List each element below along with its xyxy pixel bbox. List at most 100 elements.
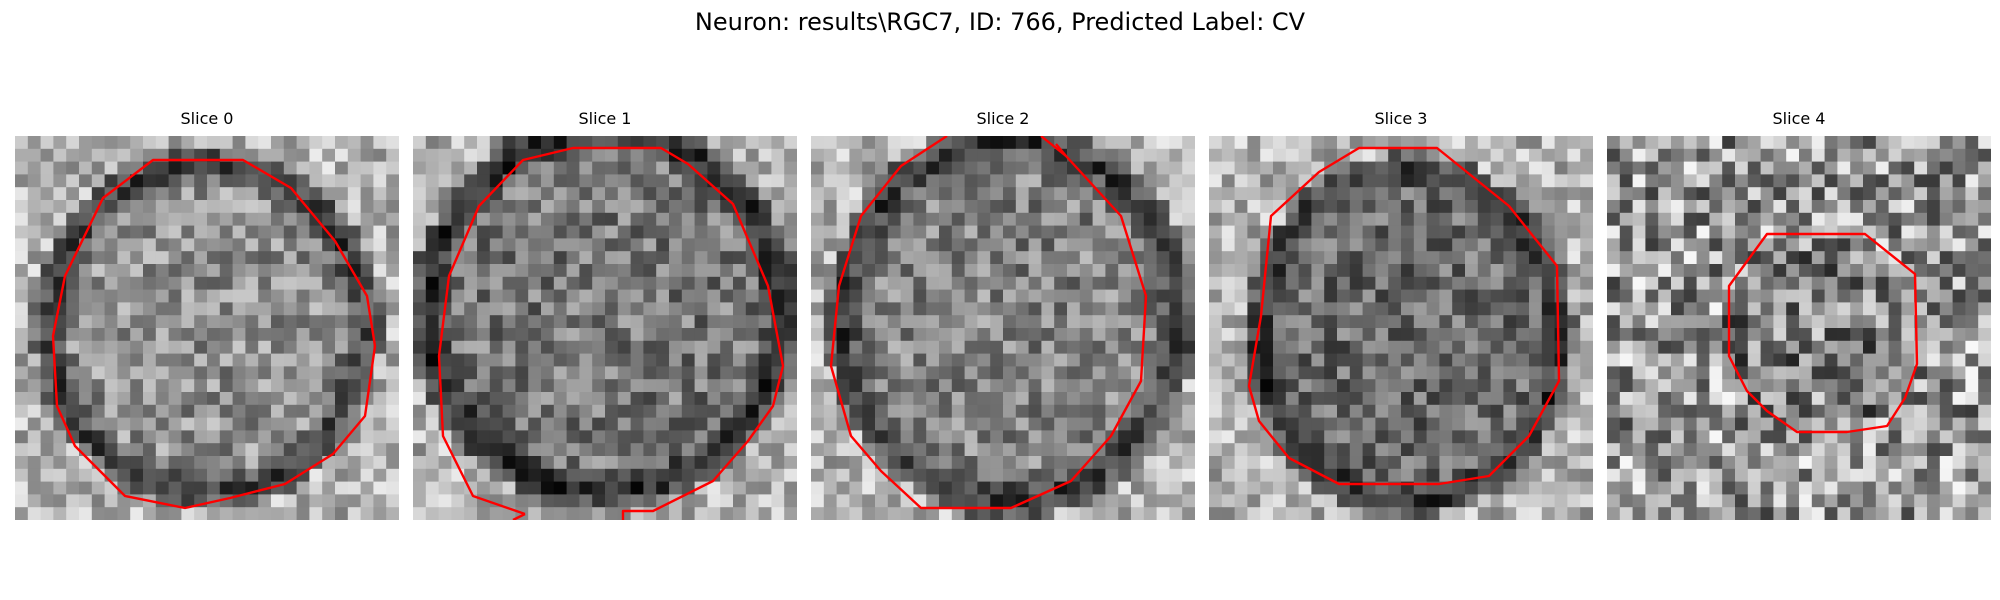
pixel xyxy=(309,136,323,150)
pixel xyxy=(681,468,695,482)
pixel xyxy=(1875,392,1889,406)
pixel xyxy=(1632,251,1646,265)
pixel xyxy=(758,456,772,470)
pixel xyxy=(1324,379,1338,393)
pixel xyxy=(1169,315,1183,329)
pixel xyxy=(1850,276,1864,290)
pixel xyxy=(707,276,721,290)
pixel xyxy=(1041,200,1055,214)
pixel xyxy=(1003,366,1017,380)
pixel xyxy=(258,430,272,444)
pixel xyxy=(1735,136,1749,150)
pixel xyxy=(1221,443,1235,457)
pixel xyxy=(1799,481,1813,495)
pixel xyxy=(1092,392,1106,406)
pixel xyxy=(1952,225,1966,239)
pixel xyxy=(1554,366,1568,380)
pixel xyxy=(283,430,297,444)
pixel xyxy=(194,161,208,175)
pixel xyxy=(643,187,657,201)
pixel xyxy=(1156,187,1170,201)
pixel xyxy=(66,353,80,367)
pixel xyxy=(1260,136,1274,150)
pixel xyxy=(771,289,785,303)
pixel xyxy=(1401,379,1415,393)
pixel xyxy=(66,315,80,329)
pixel xyxy=(1092,251,1106,265)
pixel xyxy=(1978,251,1991,265)
pixel xyxy=(1426,417,1440,431)
pixel xyxy=(1003,238,1017,252)
pixel xyxy=(977,481,991,495)
pixel xyxy=(1452,174,1466,188)
pixel xyxy=(566,212,580,226)
pixel xyxy=(232,456,246,470)
pixel xyxy=(1079,328,1093,342)
pixel xyxy=(553,366,567,380)
pixel xyxy=(283,456,297,470)
pixel xyxy=(322,174,336,188)
pixel xyxy=(1477,136,1491,150)
pixel xyxy=(66,328,80,342)
pixel xyxy=(1413,136,1427,150)
pixel xyxy=(168,340,182,354)
pixel xyxy=(1426,366,1440,380)
pixel xyxy=(1311,200,1325,214)
pixel xyxy=(1477,264,1491,278)
pixel xyxy=(541,404,555,418)
pixel xyxy=(1683,315,1697,329)
pixel xyxy=(1298,468,1312,482)
pixel xyxy=(720,468,734,482)
pixel xyxy=(707,289,721,303)
pixel xyxy=(553,468,567,482)
pixel xyxy=(1978,468,1991,482)
pixel xyxy=(669,136,683,150)
pixel xyxy=(15,225,29,239)
pixel xyxy=(1632,136,1646,150)
pixel xyxy=(1516,161,1530,175)
pixel xyxy=(887,315,901,329)
pixel xyxy=(1863,328,1877,342)
pixel xyxy=(566,174,580,188)
pixel xyxy=(245,302,259,316)
pixel xyxy=(502,225,516,239)
pixel xyxy=(1028,251,1042,265)
pixel xyxy=(296,392,310,406)
pixel xyxy=(913,264,927,278)
pixel xyxy=(1105,174,1119,188)
pixel xyxy=(1105,264,1119,278)
pixel xyxy=(1619,264,1633,278)
pixel xyxy=(1632,392,1646,406)
pixel xyxy=(939,507,953,520)
pixel xyxy=(1824,264,1838,278)
pixel xyxy=(875,200,889,214)
pixel xyxy=(1709,328,1723,342)
pixel xyxy=(207,366,221,380)
pixel xyxy=(681,366,695,380)
pixel xyxy=(413,417,427,431)
pixel xyxy=(900,174,914,188)
pixel xyxy=(1696,468,1710,482)
pixel xyxy=(207,443,221,457)
pixel xyxy=(360,136,374,150)
pixel xyxy=(1927,251,1941,265)
pixel xyxy=(1234,174,1248,188)
pixel xyxy=(592,507,606,520)
pixel xyxy=(477,430,491,444)
pixel xyxy=(939,340,953,354)
pixel xyxy=(1054,212,1068,226)
pixel xyxy=(900,212,914,226)
pixel xyxy=(694,200,708,214)
pixel xyxy=(1580,328,1593,342)
pixel xyxy=(1388,161,1402,175)
pixel xyxy=(694,225,708,239)
pixel xyxy=(335,225,349,239)
pixel xyxy=(745,161,759,175)
pixel xyxy=(566,392,580,406)
pixel xyxy=(1503,328,1517,342)
pixel xyxy=(373,302,387,316)
pixel xyxy=(887,366,901,380)
pixel xyxy=(887,507,901,520)
pixel xyxy=(592,225,606,239)
pixel xyxy=(207,340,221,354)
